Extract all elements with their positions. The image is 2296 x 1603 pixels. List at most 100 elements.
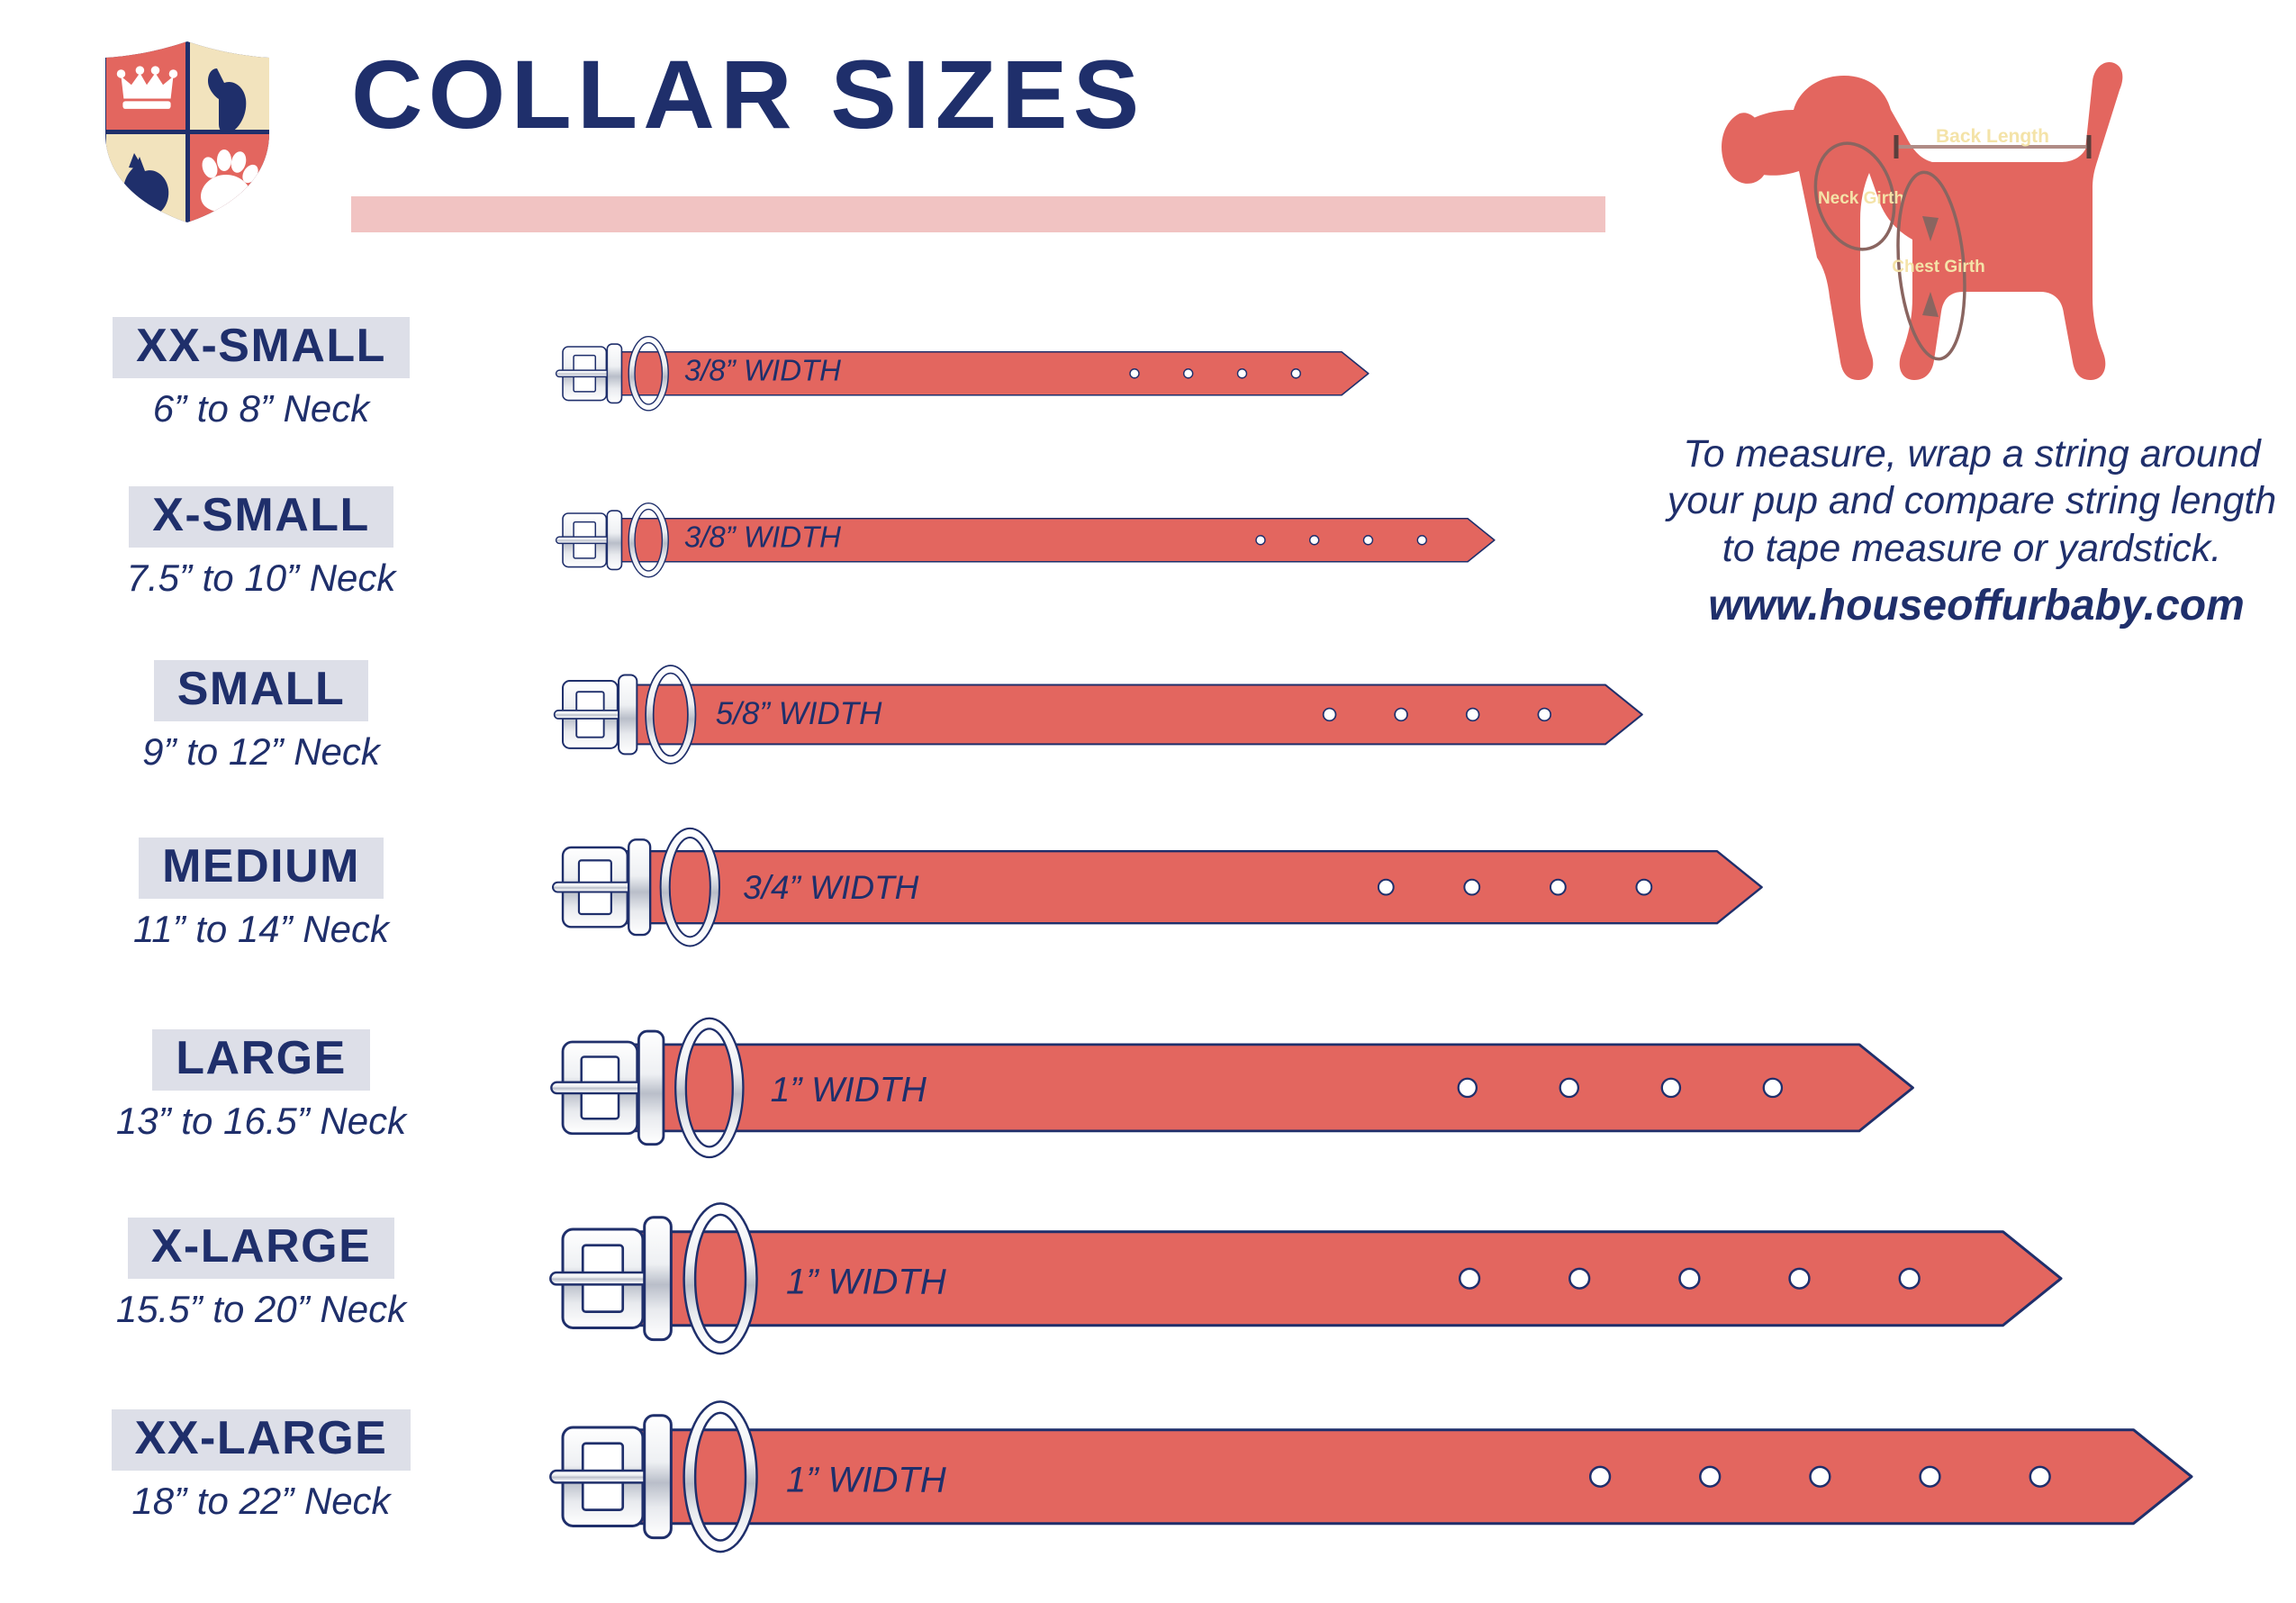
collar-d-ring (659, 827, 720, 947)
size-range: 15.5” to 20” Neck (115, 1288, 407, 1331)
collar-keeper-loop (618, 674, 638, 755)
instruction-line-2: your pup and compare string length (1667, 479, 2277, 523)
size-label-large: LARGE 13” to 16.5” Neck (72, 1029, 450, 1143)
collar-hole (1457, 1077, 1478, 1099)
size-range: 6” to 8” Neck (152, 387, 370, 430)
collar-x-small: 3/8” WIDTH (536, 486, 1544, 594)
size-range: 11” to 14” Neck (132, 908, 389, 951)
instruction-line-1: To measure, wrap a string around (1683, 432, 2261, 475)
collar-hole (1898, 1267, 1921, 1291)
collar-keeper-loop (643, 1216, 673, 1342)
collar-keeper-loop (628, 838, 652, 937)
size-label-xx-large: XX-LARGE 18” to 22” Neck (72, 1409, 450, 1523)
buckle-prong (549, 1470, 659, 1484)
collar-small: 5/8” WIDTH (536, 654, 1684, 775)
collar-hole (1568, 1267, 1591, 1291)
collar-hole (1458, 1267, 1481, 1291)
size-label-xx-small: XX-SMALL 6” to 8” Neck (72, 317, 450, 430)
size-label-small: SMALL 9” to 12” Neck (72, 660, 450, 774)
collar-hole (1588, 1465, 1612, 1489)
collar-medium: 3/4” WIDTH (536, 820, 1796, 954)
buckle-prong (550, 1081, 652, 1095)
collar-keeper-loop (606, 343, 623, 404)
buckle-prong (549, 1272, 659, 1286)
buckle-prong (551, 881, 640, 893)
collar-buckle (549, 1227, 659, 1330)
shield-icon (105, 41, 269, 222)
collar-hole (1788, 1267, 1811, 1291)
collar-d-ring (645, 664, 697, 765)
collar-hole (1377, 878, 1395, 896)
collar-hole (1635, 878, 1653, 896)
collar-d-ring (628, 503, 669, 578)
size-range: 18” to 22” Neck (131, 1480, 391, 1523)
dog-measurement-diagram: Back Length Neck Girth Chest Girth (1693, 27, 2269, 405)
collar-keeper-loop (643, 1414, 673, 1540)
buckle-prong (555, 369, 615, 378)
size-label-x-small: X-SMALL 7.5” to 10” Neck (72, 486, 450, 600)
size-label-medium: MEDIUM 11” to 14” Neck (72, 838, 450, 951)
collar-hole (1919, 1465, 1941, 1489)
collar-hole (1290, 368, 1301, 379)
collar-keeper-loop (606, 510, 623, 571)
collar-hole (1255, 535, 1266, 546)
collar-hole (2029, 1465, 2051, 1489)
size-name: SMALL (153, 660, 369, 722)
collar-buckle (555, 346, 615, 402)
instruction-line-3: to tape measure or yardstick. (1722, 526, 2222, 570)
buckle-prong (553, 709, 628, 720)
collar-width-label: 3/8” WIDTH (684, 354, 841, 387)
collar-d-ring (682, 1202, 758, 1355)
size-name: LARGE (152, 1029, 370, 1091)
size-range: 9” to 12” Neck (142, 730, 380, 774)
collar-hole (1809, 1465, 1831, 1489)
collar-hole (1678, 1267, 1701, 1291)
collar-width-label: 5/8” WIDTH (716, 696, 882, 731)
size-label-x-large: X-LARGE 15.5” to 20” Neck (72, 1218, 450, 1331)
page-title: COLLAR SIZES (351, 40, 1145, 149)
size-name: X-LARGE (127, 1218, 395, 1280)
chest-girth-loop (1896, 170, 1966, 361)
dog-silhouette (1722, 61, 2123, 381)
collar-hole (1762, 1077, 1784, 1099)
size-name: X-SMALL (129, 486, 393, 548)
collar-hole (1549, 878, 1567, 896)
collar-hole (1465, 707, 1480, 721)
neck-girth-label: Neck Girth (1818, 189, 1904, 208)
title-accent-bar (351, 196, 1605, 232)
collar-hole (1416, 535, 1427, 546)
collar-buckle (555, 512, 615, 568)
collar-buckle (551, 846, 640, 928)
collar-x-large: 1” WIDTH (536, 1202, 2084, 1355)
size-name: XX-SMALL (113, 317, 410, 379)
collar-buckle (549, 1426, 659, 1528)
collar-large: 1” WIDTH (536, 1015, 1940, 1161)
buckle-prong (555, 536, 615, 545)
collar-width-label: 1” WIDTH (771, 1071, 927, 1109)
collar-width-label: 3/4” WIDTH (743, 869, 918, 906)
collar-hole (1699, 1465, 1722, 1489)
house-of-fur-baby-shield-logo (93, 34, 282, 228)
measure-instructions: To measure, wrap a string around your pu… (1661, 430, 2282, 572)
collar-hole (1660, 1077, 1682, 1099)
back-length-label: Back Length (1936, 126, 2049, 147)
chest-girth-label: Chest Girth (1892, 258, 1984, 276)
collar-hole (1362, 535, 1374, 546)
collar-xx-large: 1” WIDTH (536, 1400, 2215, 1553)
collar-hole (1463, 878, 1481, 896)
collar-d-ring (682, 1400, 758, 1553)
collar-hole (1322, 707, 1337, 721)
collar-width-label: 3/8” WIDTH (684, 521, 841, 554)
collar-hole (1236, 368, 1248, 379)
collar-d-ring (628, 336, 669, 412)
neck-girth-loop (1813, 141, 1896, 251)
collar-buckle (550, 1040, 652, 1136)
collar-hole (1394, 707, 1408, 721)
collar-hole (1129, 368, 1140, 379)
website-url[interactable]: www.houseoffurbaby.com (1708, 582, 2245, 629)
size-range: 7.5” to 10” Neck (126, 557, 396, 600)
back-length-measure (1894, 135, 2092, 158)
collar-xx-small: 3/8” WIDTH (536, 320, 1418, 428)
size-name: MEDIUM (139, 838, 384, 900)
